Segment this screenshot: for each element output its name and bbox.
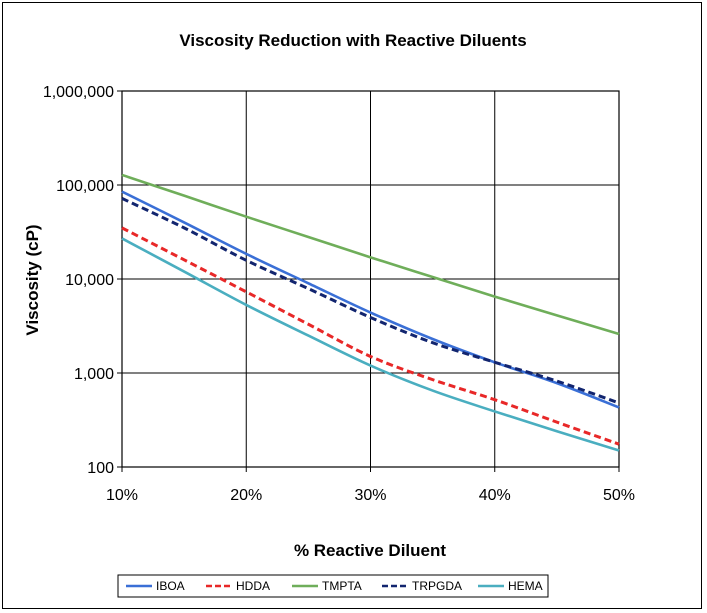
series-line-tmpta	[121, 173, 620, 336]
legend: IBOA HDDA TMPTA TRPGDA HEMA	[117, 574, 549, 598]
y-axis-ticks: 100 1,000 10,000 100,000 1,000,000	[43, 84, 122, 477]
x-tick-label: 20%	[230, 487, 262, 504]
legend-label: HEMA	[508, 579, 543, 593]
legend-box	[117, 574, 549, 598]
y-axis-label: Viscosity (cP)	[23, 224, 42, 335]
y-tick-label: 10,000	[65, 272, 114, 289]
series-line-hdda	[121, 226, 620, 446]
legend-label: IBOA	[156, 579, 185, 593]
legend-item-hdda: HDDA	[206, 579, 270, 593]
legend-label: TMPTA	[322, 579, 362, 593]
series-line-trpgda	[121, 197, 620, 405]
legend-item-tmpta: TMPTA	[292, 579, 362, 593]
series-lines	[121, 173, 620, 452]
x-axis-ticks: 10% 20% 30% 40% 50%	[106, 467, 635, 504]
legend-item-trpgda: TRPGDA	[382, 579, 462, 593]
y-tick-label: 1,000	[74, 366, 114, 383]
x-tick-label: 50%	[603, 487, 635, 504]
chart-title: Viscosity Reduction with Reactive Diluen…	[179, 31, 526, 50]
legend-item-hema: HEMA	[478, 579, 543, 593]
y-tick-label: 1,000,000	[43, 84, 114, 101]
series-line-hema	[121, 237, 620, 452]
x-axis-label: % Reactive Diluent	[294, 541, 446, 560]
legend-label: HDDA	[236, 579, 270, 593]
x-tick-label: 40%	[479, 487, 511, 504]
legend-label: TRPGDA	[412, 579, 462, 593]
x-tick-label: 30%	[354, 487, 386, 504]
legend-item-iboa: IBOA	[126, 579, 185, 593]
x-tick-label: 10%	[106, 487, 138, 504]
y-tick-label: 100	[87, 460, 114, 477]
y-tick-label: 100,000	[56, 178, 114, 195]
